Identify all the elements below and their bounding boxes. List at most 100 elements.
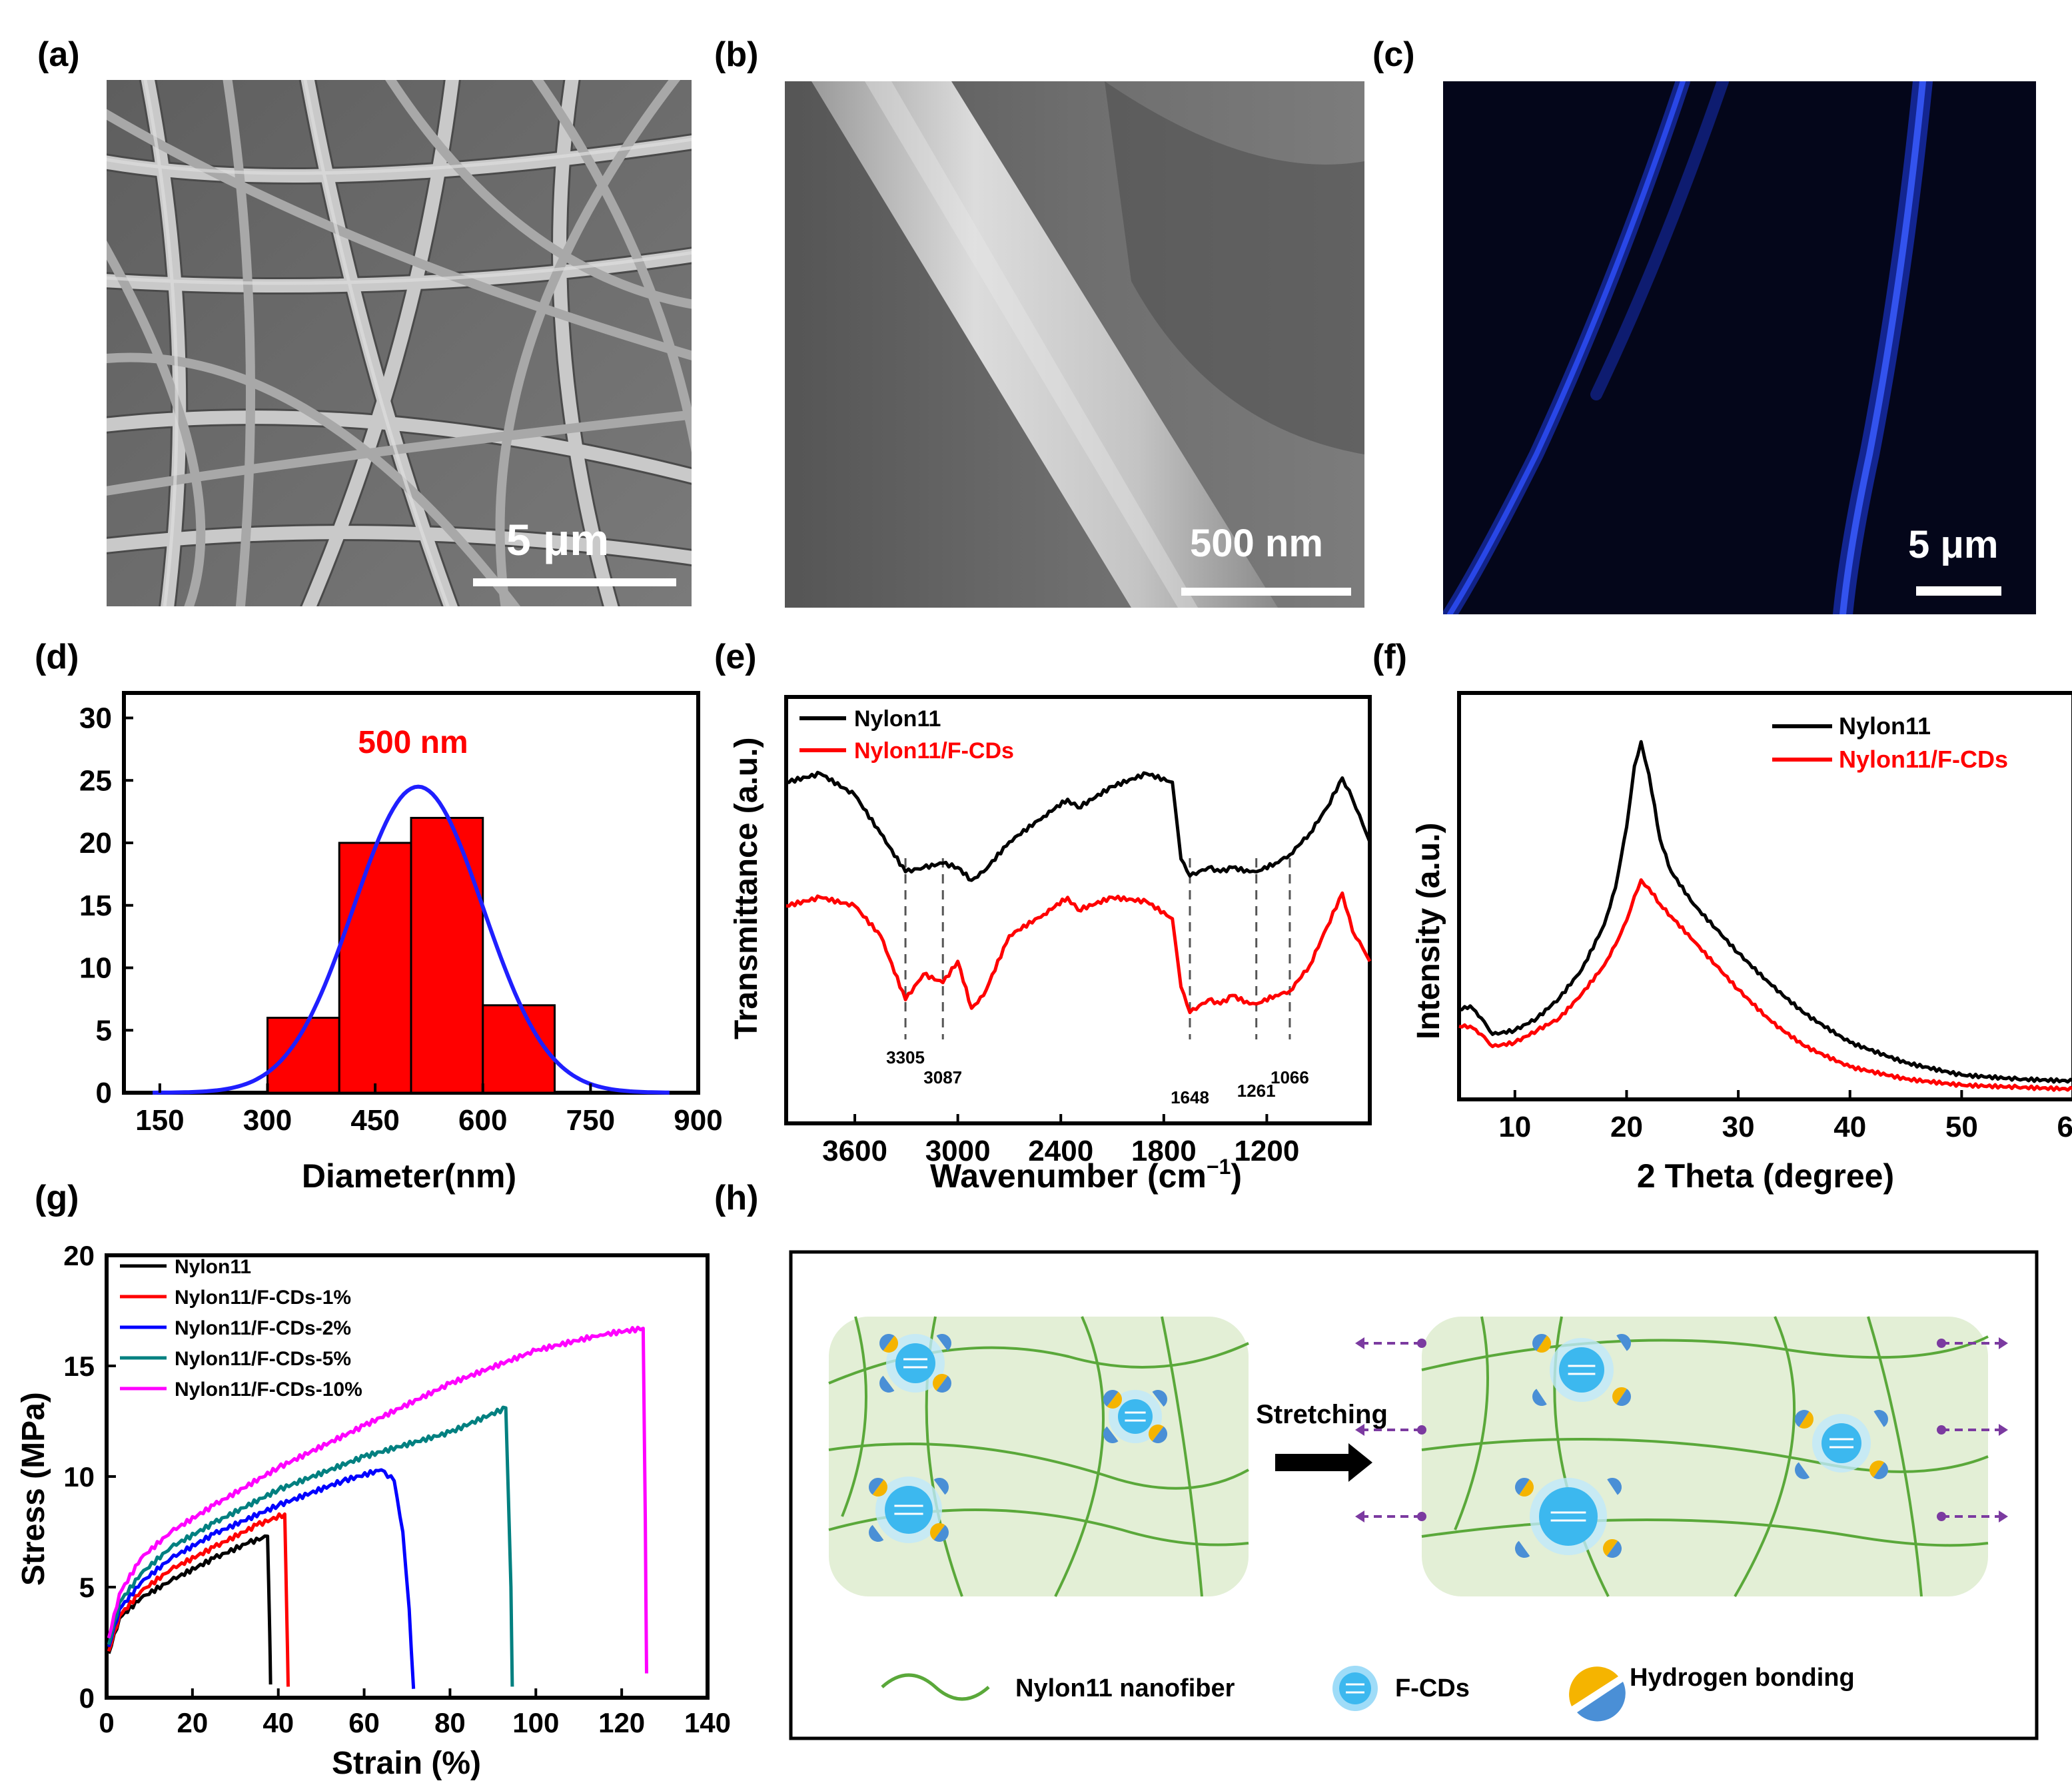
x-tick-label: 300 bbox=[243, 1104, 292, 1137]
x-axis-label: Strain (%) bbox=[332, 1746, 481, 1781]
y-tick-label: 20 bbox=[63, 1240, 95, 1271]
pull-arrow-dot bbox=[1417, 1339, 1426, 1348]
y-axis-label: Transmittance (a.u.) bbox=[729, 738, 764, 1039]
hbond-half bbox=[936, 1334, 951, 1351]
x-tick-label: 80 bbox=[434, 1707, 466, 1738]
pull-arrow-dot bbox=[1937, 1512, 1946, 1521]
x-tick-label: 600 bbox=[458, 1104, 507, 1137]
x-axis-label: Wavenumber (cm−1) bbox=[930, 1155, 1242, 1195]
panel-label-a: (a) bbox=[37, 35, 80, 74]
pull-arrow-head bbox=[1999, 1510, 2008, 1522]
x-axis-label: Diameter(nm) bbox=[302, 1157, 516, 1195]
panel-label-e: (e) bbox=[714, 638, 757, 676]
y-tick-label: 10 bbox=[79, 952, 112, 985]
hbond-half bbox=[1869, 1461, 1885, 1478]
peak-label: 1261 bbox=[1237, 1081, 1276, 1101]
x-tick-label: 140 bbox=[684, 1707, 731, 1738]
fiber-legend-line bbox=[881, 1673, 990, 1701]
panel-label-g: (g) bbox=[35, 1179, 79, 1217]
hbond-half bbox=[936, 1375, 951, 1393]
hbond-half bbox=[1515, 1540, 1530, 1558]
series-line-nylon11-f-cds-10 bbox=[107, 1325, 648, 1674]
x-tick-label: 1800 bbox=[1131, 1135, 1197, 1167]
legend-label-nylon11-f-cds-10: Nylon11/F-CDs-10% bbox=[175, 1379, 362, 1401]
fcd-particle bbox=[869, 1477, 949, 1543]
pull-arrow-dot bbox=[1937, 1425, 1946, 1435]
legend-fiber: Nylon11 nanofiber bbox=[1015, 1674, 1235, 1702]
histogram-bar bbox=[338, 842, 412, 1094]
pull-arrow-head bbox=[1999, 1337, 2008, 1349]
fcd-legend-icon bbox=[1332, 1666, 1378, 1711]
hbond-half bbox=[1515, 1478, 1530, 1495]
peak-label: 3305 bbox=[886, 1047, 925, 1067]
gaussian-fit-line bbox=[153, 784, 670, 1095]
x-tick-label: 10 bbox=[1498, 1111, 1531, 1143]
x-tick-label: 120 bbox=[598, 1707, 645, 1738]
y-tick-label: 15 bbox=[79, 890, 112, 922]
hbond-half bbox=[879, 1334, 895, 1351]
panel-label-d: (d) bbox=[35, 638, 79, 676]
x-tick-label: 2400 bbox=[1028, 1135, 1093, 1167]
x-tick-label: 3000 bbox=[925, 1135, 991, 1167]
hbond-half bbox=[1152, 1426, 1167, 1443]
y-axis-label: Stress (MPa) bbox=[16, 1392, 51, 1586]
x-tick-label: 750 bbox=[566, 1104, 615, 1137]
pull-arrow-dot bbox=[1417, 1425, 1426, 1435]
hbond-half bbox=[1519, 1479, 1534, 1496]
hbond-half bbox=[869, 1478, 884, 1495]
x-tick-label: 40 bbox=[262, 1707, 294, 1738]
peak-label: 1648 bbox=[1171, 1087, 1209, 1107]
hbond-half bbox=[1607, 1478, 1622, 1495]
plot-frame bbox=[1457, 691, 2072, 1101]
y-tick-label: 5 bbox=[79, 1572, 95, 1603]
fcd-particle bbox=[1103, 1390, 1167, 1443]
legend-hbond: Hydrogen bonding bbox=[1630, 1664, 1855, 1692]
series-line-nylon11 bbox=[1458, 740, 2072, 1084]
series-line-nylon11 bbox=[785, 770, 1372, 882]
hbond-half bbox=[879, 1375, 895, 1393]
hbond-half bbox=[1616, 1334, 1631, 1351]
hbond-half bbox=[1616, 1389, 1631, 1406]
x-tick-label: 450 bbox=[350, 1104, 399, 1137]
legend-label-nylon11: Nylon11 bbox=[175, 1256, 251, 1278]
hbond-half bbox=[1149, 1425, 1164, 1442]
fluorescence-image-c: 5 μm bbox=[1443, 81, 2036, 614]
stretch-arrow: Stretching bbox=[1256, 1400, 1388, 1482]
hbond-half bbox=[1873, 1462, 1888, 1479]
hbond-half bbox=[933, 1524, 949, 1542]
fcd-particle bbox=[1532, 1334, 1631, 1406]
legend-fcds: F-CDs bbox=[1395, 1674, 1470, 1702]
hbond-half bbox=[1606, 1540, 1622, 1558]
fcd-particle bbox=[1515, 1478, 1622, 1558]
pull-arrow-head bbox=[1355, 1510, 1364, 1522]
sem-image-a: 5 μm bbox=[107, 80, 692, 606]
scale-bar-label-a: 5 μm bbox=[506, 515, 610, 564]
hbond-half bbox=[883, 1335, 898, 1353]
hbond-half bbox=[933, 1478, 949, 1495]
legend-label-nylon11-f-cds-5: Nylon11/F-CDs-5% bbox=[175, 1348, 351, 1370]
hbond-half bbox=[1532, 1389, 1547, 1406]
hbond-half bbox=[1795, 1462, 1810, 1479]
hbond-half bbox=[1103, 1426, 1119, 1443]
x-axis-label: 2 Theta (degree) bbox=[1637, 1157, 1894, 1195]
pull-arrow-head bbox=[1999, 1424, 2008, 1436]
fcd-particle bbox=[1795, 1410, 1888, 1479]
panel-label-c: (c) bbox=[1372, 35, 1415, 74]
y-axis-label: Intensity (a.u.) bbox=[1411, 823, 1446, 1039]
hbond-half bbox=[1795, 1410, 1810, 1427]
y-tick-label: 10 bbox=[63, 1461, 95, 1492]
legend-label-nylon11-fcds: Nylon11/F-CDs bbox=[1839, 746, 2008, 773]
x-tick-label: 20 bbox=[1610, 1111, 1643, 1143]
hbond-half bbox=[1612, 1387, 1627, 1405]
y-tick-label: 30 bbox=[79, 702, 112, 735]
legend-label-nylon11-f-cds-2: Nylon11/F-CDs-2% bbox=[175, 1317, 351, 1339]
series-line-nylon11-f-cds bbox=[1458, 878, 2072, 1092]
pull-arrow-head bbox=[1355, 1337, 1364, 1349]
stretching-label: Stretching bbox=[1256, 1400, 1388, 1429]
legend: Nylon11 Nylon11/F-CDs bbox=[1772, 712, 2008, 773]
x-tick-label: 40 bbox=[1833, 1111, 1866, 1143]
y-tick-label: 20 bbox=[79, 827, 112, 860]
scale-bar-label-c: 5 μm bbox=[1908, 523, 1999, 566]
x-tick-label: 20 bbox=[177, 1707, 208, 1738]
